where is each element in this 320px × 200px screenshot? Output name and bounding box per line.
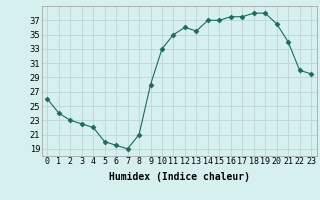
X-axis label: Humidex (Indice chaleur): Humidex (Indice chaleur) bbox=[109, 172, 250, 182]
